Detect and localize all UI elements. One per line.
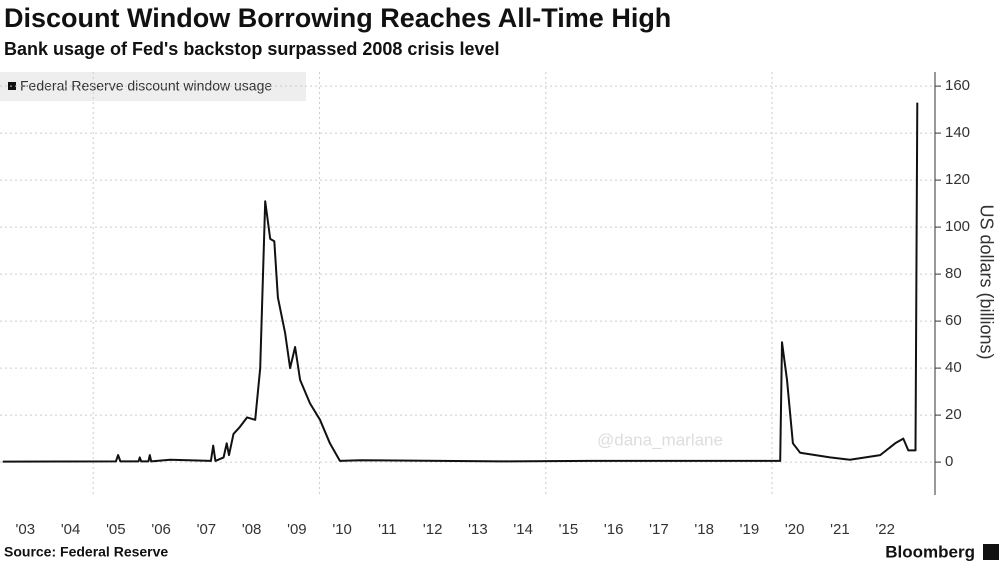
chart-title: Discount Window Borrowing Reaches All-Ti… <box>4 3 671 33</box>
y-tick-label: 120 <box>945 171 970 188</box>
x-tick-label: '20 <box>785 521 805 538</box>
x-tick-label: '03 <box>16 521 36 538</box>
chart-subtitle: Bank usage of Fed's backstop surpassed 2… <box>4 39 500 59</box>
watermark: @dana_marlane <box>597 430 723 449</box>
y-axis-title: US dollars (billions) <box>976 204 996 359</box>
x-tick-label: '07 <box>197 521 217 538</box>
x-tick-label: '22 <box>875 521 895 538</box>
x-tick-label: '10 <box>332 521 352 538</box>
y-tick-label: 0 <box>945 453 953 470</box>
x-tick-label: '04 <box>61 521 81 538</box>
x-tick-label: '18 <box>694 521 714 538</box>
x-tick-label: '16 <box>604 521 624 538</box>
x-tick-label: '15 <box>559 521 579 538</box>
brand-icon <box>983 544 999 560</box>
x-tick-label: '05 <box>106 521 126 538</box>
x-tick-label: '11 <box>378 521 396 538</box>
line-series <box>2 102 919 463</box>
x-tick-label: '13 <box>468 521 488 538</box>
y-tick-label: 100 <box>945 218 970 235</box>
x-tick-label: '06 <box>151 521 171 538</box>
y-tick-label: 20 <box>945 406 962 423</box>
y-tick-label: 140 <box>945 124 970 141</box>
x-tick-label: '19 <box>740 521 760 538</box>
y-tick-label: 40 <box>945 359 962 376</box>
x-tick-label: '09 <box>287 521 307 538</box>
y-tick-label: 60 <box>945 312 962 329</box>
y-tick-label: 160 <box>945 77 970 94</box>
y-tick-label: 80 <box>945 265 962 282</box>
x-tick-label: '08 <box>242 521 262 538</box>
x-tick-label: '14 <box>513 521 533 538</box>
x-tick-label: '12 <box>423 521 443 538</box>
brand: Bloomberg <box>885 542 975 561</box>
x-tick-label: '17 <box>649 521 669 538</box>
source: Source: Federal Reserve <box>4 544 168 560</box>
x-tick-label: '21 <box>830 521 850 538</box>
